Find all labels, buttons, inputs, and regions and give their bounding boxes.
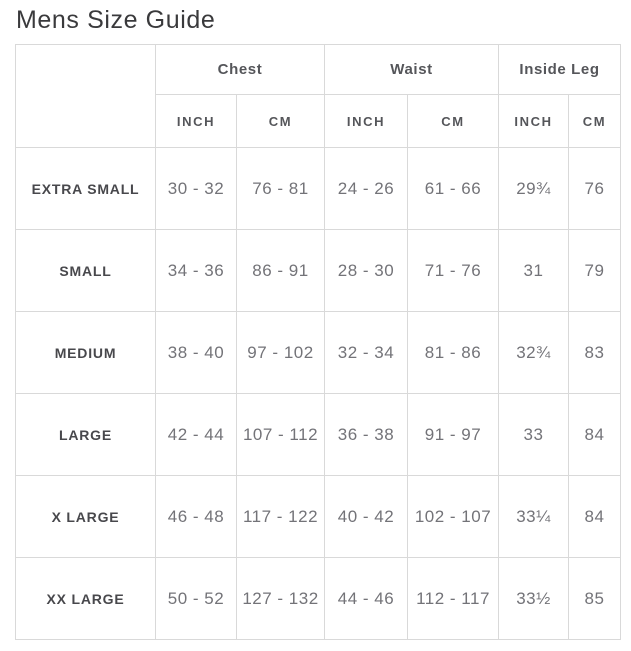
table-cell: 40 - 42 — [324, 475, 408, 558]
table-cell: 42 - 44 — [155, 393, 237, 476]
table-cell: 32 - 34 — [324, 311, 408, 394]
table-cell: 76 - 81 — [236, 147, 325, 230]
table-cell: 79 — [568, 229, 622, 312]
table-cell: 29¾ — [498, 147, 570, 230]
table-cell: 91 - 97 — [406, 393, 500, 476]
table-cell: 38 - 40 — [155, 311, 237, 394]
table-cell: 83 — [568, 311, 622, 394]
size-guide-page: Mens Size Guide Chest Waist Inside Leg I… — [0, 5, 631, 640]
table-cell: 30 - 32 — [155, 147, 237, 230]
table-cell: 85 — [568, 557, 622, 640]
size-label: SMALL — [15, 229, 156, 312]
table-cell: 112 - 117 — [406, 557, 500, 640]
table-cell: 97 - 102 — [236, 311, 325, 394]
table-cell: 86 - 91 — [236, 229, 325, 312]
size-label: XX LARGE — [15, 557, 156, 640]
table-cell: 117 - 122 — [236, 475, 325, 558]
table-cell: 33¼ — [498, 475, 570, 558]
table-cell: 24 - 26 — [324, 147, 408, 230]
table-row: MEDIUM 38 - 40 97 - 102 32 - 34 81 - 86 … — [15, 311, 622, 394]
table-cell: 50 - 52 — [155, 557, 237, 640]
table-cell: 102 - 107 — [406, 475, 500, 558]
size-label: X LARGE — [15, 475, 156, 558]
table-cell: 44 - 46 — [324, 557, 408, 640]
table-cell: 84 — [568, 475, 622, 558]
table-row: EXTRA SMALL 30 - 32 76 - 81 24 - 26 61 -… — [15, 147, 622, 230]
table-row: XX LARGE 50 - 52 127 - 132 44 - 46 112 -… — [15, 557, 622, 640]
table-cell: 84 — [568, 393, 622, 476]
table-cell: 32¾ — [498, 311, 570, 394]
table-cell: 71 - 76 — [406, 229, 500, 312]
page-title: Mens Size Guide — [16, 6, 216, 34]
inside-leg-cm-header: CM — [568, 94, 622, 148]
table-cell: 81 - 86 — [406, 311, 500, 394]
table-cell: 36 - 38 — [324, 393, 408, 476]
table-cell: 33½ — [498, 557, 570, 640]
chest-cm-header: CM — [236, 94, 325, 148]
column-group-chest: Chest — [155, 44, 325, 95]
table-cell: 76 — [568, 147, 622, 230]
inside-leg-inch-header: INCH — [498, 94, 570, 148]
group-header-row: Chest Waist Inside Leg — [15, 44, 622, 148]
table-cell: 34 - 36 — [155, 229, 237, 312]
waist-inch-header: INCH — [324, 94, 408, 148]
table-cell: 46 - 48 — [155, 475, 237, 558]
size-label: LARGE — [15, 393, 156, 476]
table-cell: 33 — [498, 393, 570, 476]
table-cell: 127 - 132 — [236, 557, 325, 640]
column-group-waist: Waist — [323, 44, 500, 95]
waist-cm-header: CM — [406, 94, 500, 148]
table-cell: 31 — [498, 229, 570, 312]
table-row: X LARGE 46 - 48 117 - 122 40 - 42 102 - … — [15, 475, 622, 558]
table-cell: 61 - 66 — [406, 147, 500, 230]
chest-inch-header: INCH — [155, 94, 237, 148]
size-label: EXTRA SMALL — [15, 147, 156, 230]
table-row: LARGE 42 - 44 107 - 112 36 - 38 91 - 97 … — [15, 393, 622, 476]
size-label: MEDIUM — [15, 311, 156, 394]
column-group-inside-leg: Inside Leg — [498, 44, 622, 95]
corner-cell — [15, 44, 156, 148]
unit-header-row: INCH CM INCH CM INCH CM — [16, 94, 622, 148]
table-cell: 28 - 30 — [324, 229, 408, 312]
table-cell: 107 - 112 — [236, 393, 325, 476]
table-row: SMALL 34 - 36 86 - 91 28 - 30 71 - 76 31… — [15, 229, 622, 312]
size-guide-table: Chest Waist Inside Leg INCH CM INCH CM I… — [15, 44, 622, 640]
